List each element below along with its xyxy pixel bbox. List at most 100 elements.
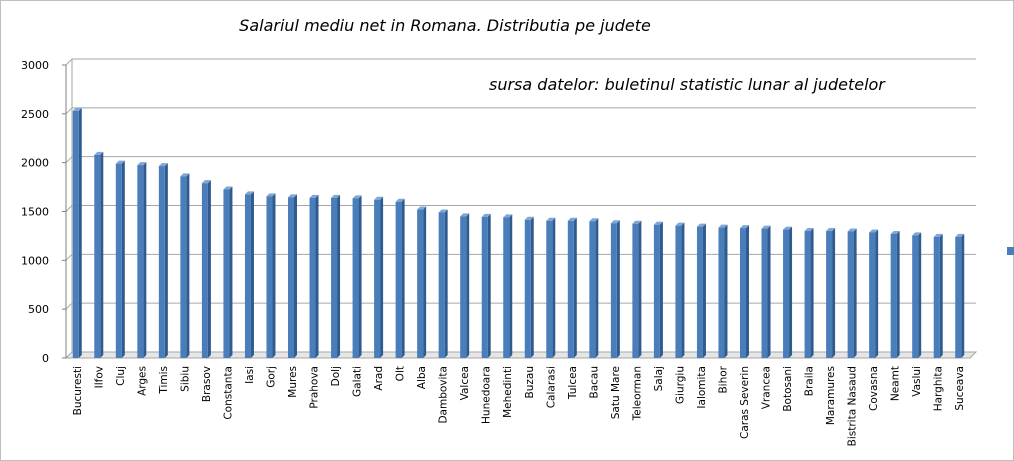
bar-top [912,232,922,236]
bar [223,186,233,358]
x-tick-label: Bucuresti [72,366,84,415]
bar-front [201,183,208,358]
bar-front [158,166,165,358]
bar [783,226,793,358]
x-tick-label: Buzau [524,366,536,398]
x-tick-label: Brasov [201,366,213,402]
bar-top [847,228,857,232]
bar [675,222,685,358]
bar-side [595,218,599,358]
bar-side [100,151,104,358]
bar-side [530,216,534,358]
bar-side [509,214,513,358]
bar-side [767,225,771,358]
bar-top [266,193,276,197]
bar-front [352,198,359,358]
bar [524,216,534,358]
bar [610,220,620,358]
bar [460,213,470,358]
x-tick-label: Prahova [309,366,321,409]
bar-side [423,206,427,358]
bar [158,163,168,358]
bar-side [207,180,211,358]
bar-side [681,222,685,358]
bar-top [632,220,642,224]
x-tick-label: Sibiu [179,366,191,392]
y-tick-label: 0 [42,352,49,365]
x-tick-label: Cluj [115,366,127,386]
bar-top [503,214,513,218]
bar [567,217,577,358]
bar-front [567,220,574,358]
x-tick-label: Teleorman [631,366,643,421]
bar-front [761,228,768,358]
bar-front [115,163,122,358]
bar-front [374,199,381,358]
x-tick-label: Maramures [825,366,837,425]
bar-top [761,225,771,229]
x-tick-label: Hunedoara [481,366,493,424]
bar [912,232,922,358]
bar-front [266,196,273,358]
gridline-depth [65,253,73,261]
bar [718,224,728,358]
x-tick-label: Gorj [265,366,277,388]
bar [72,107,82,358]
x-tick-label: Satu Mare [610,366,622,419]
bar-front [632,223,639,358]
bar [740,225,749,358]
x-tick-label: Neamt [890,366,902,401]
x-tick-label: Ilfov [93,366,105,388]
bar [352,195,362,358]
bar-top [417,206,427,210]
bar-top [890,230,900,234]
bar-side [444,209,448,358]
bar-top [955,233,965,237]
bar-top [158,163,168,167]
bar-front [180,176,187,358]
x-tick-label: Alba [416,366,428,389]
gridline-depth [65,205,73,212]
x-tick-label: Galati [352,366,364,397]
bar-top [201,180,211,184]
x-tick-label: Mehedinti [502,366,514,418]
bar [115,160,125,358]
x-tick-label: Arges [136,366,148,396]
bar-top [137,162,147,166]
bar-side [401,198,405,358]
bar-front [331,197,338,358]
y-tick-label: 3000 [21,59,49,72]
bar-top [933,233,943,237]
bar-side [616,220,620,358]
x-tick-label: Tulcea [567,366,579,400]
x-tick-label: Harghita [933,366,945,411]
gridline-depth [65,156,73,164]
bar-front [438,212,445,358]
bar [374,196,384,358]
bar-side [702,223,706,358]
bar [653,221,663,358]
bar-side [337,194,341,358]
bar-side [229,186,233,358]
bar [201,180,211,358]
bar [309,194,319,358]
bar-front [460,216,467,358]
bar-side [853,228,857,358]
bar-top [331,194,341,198]
bar-front [955,236,962,358]
bar-top [94,151,104,155]
bar [933,233,943,358]
x-tick-label: Calarasi [545,366,557,408]
x-tick-label: Iasi [244,366,256,384]
bar-front [244,194,251,358]
bar-top [180,173,190,177]
bar-top [288,194,297,198]
bar-top [653,221,663,225]
bar [847,228,857,358]
gridline-depth [65,107,73,115]
y-tick-label: 2000 [21,157,49,170]
bar-front [503,217,510,358]
bar [589,218,599,358]
x-tick-label: Constanta [222,366,234,420]
bar [481,213,491,358]
